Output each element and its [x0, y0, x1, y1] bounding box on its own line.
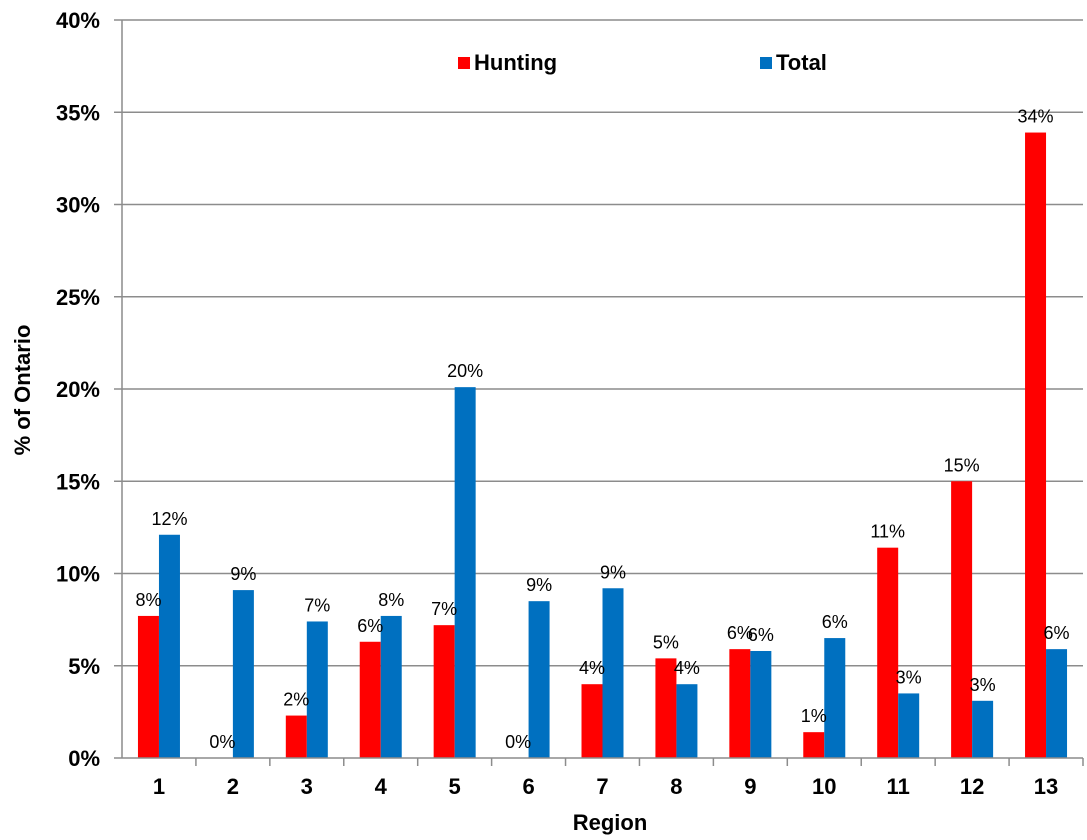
gridlines	[122, 19, 1083, 667]
data-label-hunting-13: 34%	[1018, 107, 1054, 127]
bar-hunting-9	[729, 649, 751, 758]
y-tick-label: 35%	[56, 100, 100, 125]
x-tick-label: 3	[301, 774, 313, 799]
bar-total-13	[1046, 649, 1068, 758]
bar-hunting-8	[655, 658, 677, 758]
bar-hunting-1	[137, 615, 159, 758]
data-labels: 8%12%0%9%2%7%6%8% 7%20%0%9%4%9%5%4%6%6%1%…	[135, 107, 1069, 752]
x-tick-label: 12	[960, 774, 984, 799]
bar-total-5	[454, 387, 476, 758]
data-label-hunting-11: 11%	[870, 522, 905, 542]
data-label-hunting-9: 6%	[727, 623, 753, 643]
data-label-total-13: 6%	[1044, 623, 1070, 643]
x-tick-label: 2	[227, 774, 239, 799]
data-label-hunting-10: 1%	[801, 706, 827, 726]
data-label-hunting-3: 2%	[283, 690, 309, 710]
axes: 0%5%10%15%20%25%30%35%40%1 2 3 4 5 6 7 8 9 10 11 12…	[56, 8, 1084, 799]
y-tick-label: 5%	[68, 654, 100, 679]
bar-total-2	[232, 590, 254, 758]
bar-total-1	[158, 534, 180, 758]
x-tick-label: 10	[812, 774, 836, 799]
data-label-hunting-4: 6%	[357, 616, 383, 636]
bar-hunting-5	[433, 625, 455, 758]
data-label-total-4: 8%	[378, 590, 404, 610]
data-label-hunting-1: 8%	[135, 590, 161, 610]
data-label-total-5: 20%	[447, 361, 483, 381]
x-tick-label: 1	[153, 774, 165, 799]
y-tick-label: 10%	[56, 562, 100, 587]
y-tick-label: 30%	[56, 193, 100, 218]
data-label-hunting-5: 7%	[431, 599, 457, 619]
data-label-hunting-12: 15%	[944, 455, 980, 475]
legend-swatch-total	[760, 57, 772, 69]
data-label-hunting-6: 0%	[505, 732, 531, 752]
data-label-hunting-7: 4%	[579, 658, 605, 678]
data-label-hunting-2: 0%	[209, 732, 235, 752]
x-tick-label: 8	[670, 774, 682, 799]
y-tick-label: 20%	[56, 377, 100, 402]
legend-label-hunting: Hunting	[474, 50, 557, 75]
data-label-total-3: 7%	[304, 595, 330, 615]
bar-hunting-12	[951, 481, 973, 758]
x-tick-label: 11	[887, 774, 910, 799]
data-label-total-8: 4%	[674, 658, 700, 678]
x-axis-title: Region	[573, 810, 648, 835]
bars	[137, 132, 1068, 759]
data-label-total-1: 12%	[151, 509, 187, 529]
data-label-total-2: 9%	[230, 564, 256, 584]
legend: Hunting Total	[458, 50, 827, 75]
y-tick-label: 25%	[56, 285, 100, 310]
y-tick-label: 15%	[56, 469, 100, 494]
data-label-total-7: 9%	[600, 562, 626, 582]
bar-hunting-4	[359, 641, 381, 758]
bar-total-4	[380, 615, 402, 758]
x-tick-label: 5	[449, 774, 461, 799]
legend-label-total: Total	[776, 50, 827, 75]
y-tick-label: 0%	[68, 746, 100, 771]
bar-hunting-3	[285, 715, 307, 758]
bar-hunting-11	[877, 547, 899, 758]
data-label-total-11: 3%	[896, 667, 922, 687]
bar-total-7	[602, 588, 624, 758]
bar-hunting-7	[581, 684, 603, 758]
x-tick-label: 9	[744, 774, 756, 799]
y-axis-title: % of Ontario	[10, 325, 35, 456]
bar-total-10	[824, 638, 846, 758]
bar-total-11	[898, 693, 920, 758]
y-tick-label: 40%	[56, 8, 100, 33]
bar-hunting-13	[1025, 132, 1047, 759]
bar-total-6	[528, 601, 550, 758]
bar-total-3	[306, 621, 328, 758]
data-label-total-6: 9%	[526, 575, 552, 595]
legend-swatch-hunting	[458, 57, 470, 69]
x-tick-label: 4	[375, 774, 388, 799]
x-tick-label: 6	[522, 774, 534, 799]
x-tick-label: 13	[1034, 774, 1058, 799]
bar-total-9	[750, 650, 772, 758]
bar-total-8	[676, 684, 698, 758]
data-label-total-12: 3%	[970, 675, 996, 695]
data-label-total-9: 6%	[748, 625, 774, 645]
x-tick-label: 7	[596, 774, 608, 799]
data-label-hunting-8: 5%	[653, 632, 679, 652]
bar-total-12	[972, 700, 994, 758]
data-label-total-10: 6%	[822, 612, 848, 632]
bar-hunting-10	[803, 732, 825, 758]
